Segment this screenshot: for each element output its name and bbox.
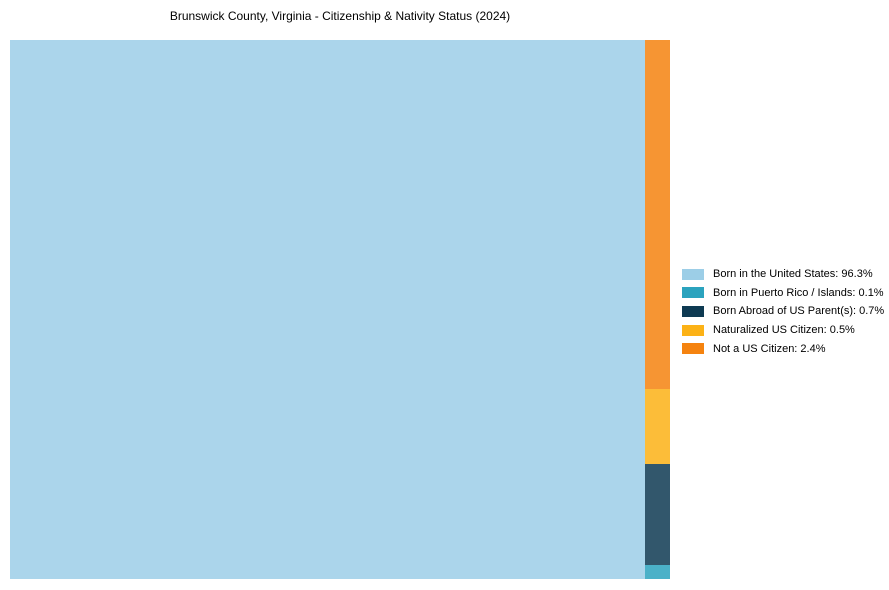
treemap-rect-born-abroad-of-us-parents [645,464,670,565]
treemap-rect-born-in-puerto-rico-islands [645,565,670,579]
legend-label: Naturalized US Citizen: 0.5% [713,324,855,337]
chart-title: Brunswick County, Virginia - Citizenship… [169,9,511,23]
legend-item-not-a-us-citizen: Not a US Citizen: 2.4% [682,339,884,358]
legend-label: Born in the United States: 96.3% [713,268,873,281]
legend-item-born-in-us: Born in the United States: 96.3% [682,265,884,284]
legend-swatch-born-in-us [682,268,704,280]
legend-swatch-naturalized [682,324,704,336]
legend-item-born-abroad: Born Abroad of US Parent(s): 0.7% [682,302,884,321]
legend-swatch-born-abroad [682,305,704,317]
legend-label: Born Abroad of US Parent(s): 0.7% [713,305,885,318]
legend-swatch-born-in-puerto-rico [682,287,704,299]
treemap-rect-not-a-us-citizen [645,40,670,389]
legend-item-born-in-puerto-rico: Born in Puerto Rico / Islands: 0.1% [682,284,884,303]
legend-label: Not a US Citizen: 2.4% [713,342,826,355]
legend-item-naturalized: Naturalized US Citizen: 0.5% [682,321,884,340]
treemap [10,40,670,579]
treemap-rect-born-in-us [10,40,645,579]
legend-label: Born in Puerto Rico / Islands: 0.1% [713,286,884,299]
treemap-rect-naturalized-us-citizen [645,389,670,464]
legend: Born in the United States: 96.3% Born in… [682,265,884,358]
legend-swatch-not-a-us-citizen [682,343,704,355]
